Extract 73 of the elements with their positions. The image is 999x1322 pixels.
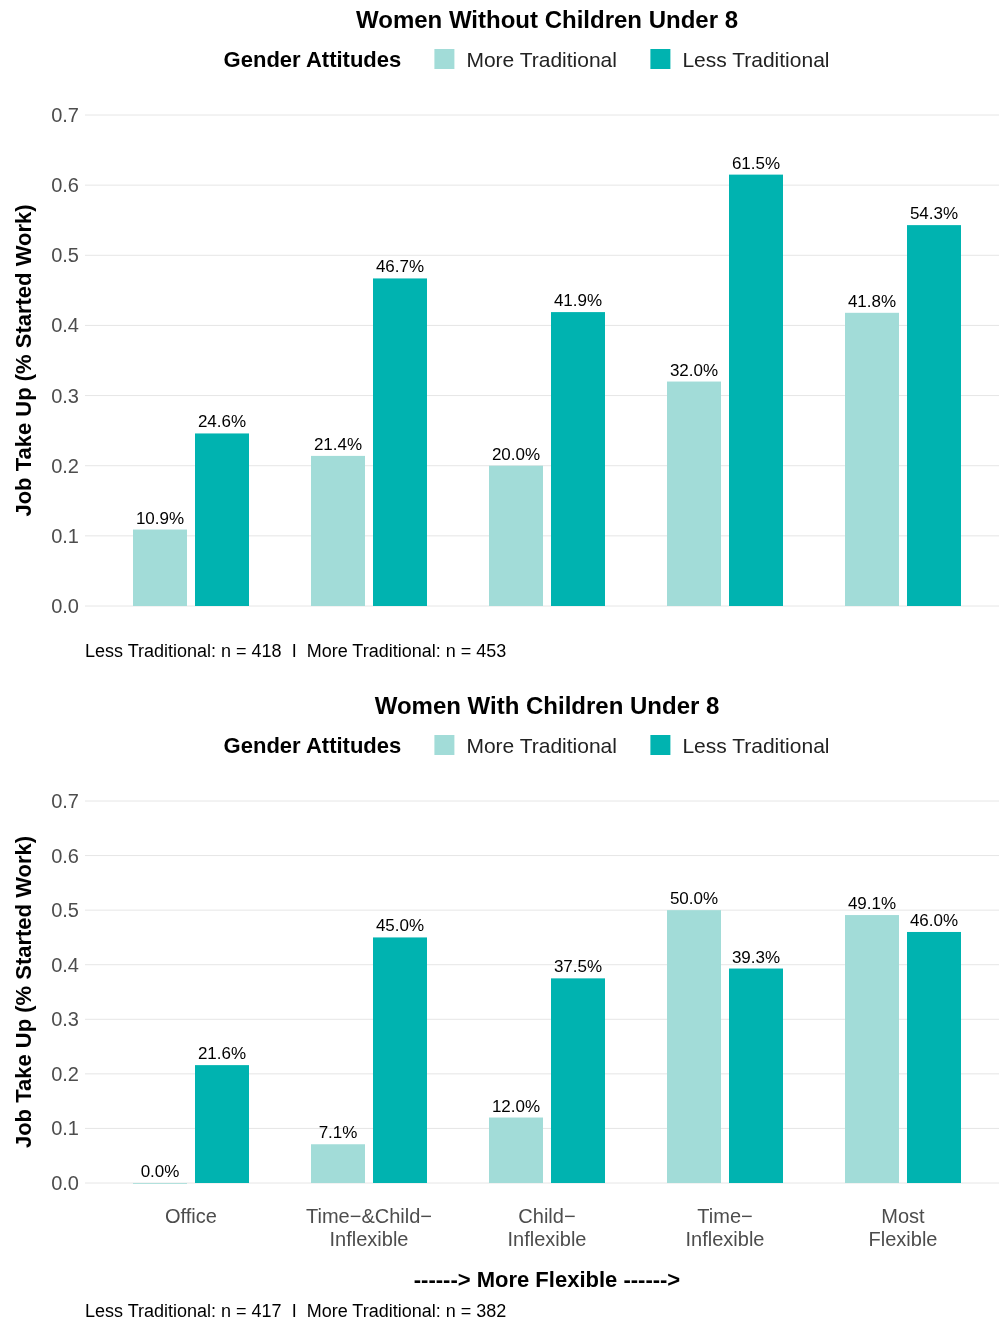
legend-label: More Traditional [466, 48, 617, 71]
data-label: 41.9% [553, 291, 603, 311]
bar [311, 455, 365, 606]
x-tick-label: Child− Inflexible [507, 1205, 587, 1250]
data-label: 20.0% [491, 444, 541, 464]
y-tick-label: 0.6 [51, 844, 79, 867]
bar [907, 225, 961, 606]
data-label: 21.4% [313, 434, 363, 454]
y-tick-label: 0.4 [51, 314, 79, 337]
bar [667, 910, 721, 1183]
data-label: 50.0% [669, 889, 719, 909]
x-tick-label: Office [165, 1205, 217, 1227]
x-tick-label: Most Flexible [868, 1205, 938, 1250]
x-axis-title: ------> More Flexible ------> [413, 1267, 681, 1292]
data-label: 46.7% [375, 257, 425, 277]
bar [373, 937, 427, 1183]
y-axis-title: Job Take Up (% Started Work) [11, 204, 36, 517]
bar [907, 931, 961, 1183]
data-label: 7.1% [318, 1123, 358, 1143]
bar [845, 312, 899, 606]
legend-label: Less Traditional [682, 48, 830, 71]
y-tick-label: 0.2 [51, 1062, 79, 1085]
data-label: 12.0% [491, 1096, 541, 1116]
x-tick-label: Time− Inflexible [685, 1205, 765, 1250]
bar [489, 465, 543, 606]
bar [195, 433, 249, 606]
y-tick-label: 0.2 [51, 454, 79, 477]
y-tick-label: 0.1 [51, 524, 79, 547]
text: Less Traditional: n = 418 I More Traditional: n = 453 [85, 641, 507, 661]
bar [729, 174, 783, 606]
y-tick-label: 0.5 [51, 899, 79, 922]
data-label: 61.5% [731, 153, 781, 173]
bar [311, 1144, 365, 1183]
y-tick-label: 0.3 [51, 384, 79, 407]
data-label: 32.0% [669, 360, 719, 380]
y-tick-label: 0.3 [51, 1008, 79, 1031]
y-tick-label: 0.0 [51, 1172, 79, 1194]
bar [667, 381, 721, 606]
bar [551, 978, 605, 1183]
legend-title: Gender Attitudes [223, 733, 402, 758]
legend-title: Gender Attitudes [223, 47, 402, 72]
bar [729, 968, 783, 1183]
chart-title: Women With Children Under 8 [374, 692, 720, 719]
data-label: 45.0% [375, 916, 425, 936]
bar [373, 278, 427, 606]
legend-label: More Traditional [466, 734, 617, 757]
y-tick-label: 0.7 [51, 104, 79, 126]
bar [489, 1117, 543, 1183]
bar [195, 1065, 249, 1183]
data-label: 46.0% [909, 910, 959, 930]
text: Less Traditional: n = 417 I More Traditional: n = 382 [85, 1301, 507, 1321]
data-label: 0.0% [140, 1162, 180, 1181]
y-tick-label: 0.0 [51, 595, 79, 617]
data-label: 37.5% [553, 957, 603, 977]
data-label: 21.6% [197, 1044, 247, 1064]
bar [551, 312, 605, 606]
bar [133, 529, 187, 606]
y-tick-label: 0.4 [51, 953, 79, 976]
y-tick-label: 0.7 [51, 790, 79, 812]
bar [845, 915, 899, 1183]
y-tick-label: 0.6 [51, 174, 79, 197]
data-label: 49.1% [847, 894, 897, 914]
data-label: 41.8% [847, 291, 897, 311]
x-tick-label: Time−&Child− Inflexible [306, 1205, 432, 1250]
y-axis-title: Job Take Up (% Started Work) [11, 835, 36, 1149]
legend-label: Less Traditional [682, 734, 830, 757]
data-label: 10.9% [135, 508, 185, 528]
y-tick-label: 0.1 [51, 1117, 79, 1140]
y-tick-label: 0.5 [51, 244, 79, 267]
data-label: 39.3% [731, 947, 781, 967]
data-label: 24.6% [197, 412, 247, 432]
chart-title: Women Without Children Under 8 [356, 6, 738, 33]
data-label: 54.3% [909, 204, 959, 224]
